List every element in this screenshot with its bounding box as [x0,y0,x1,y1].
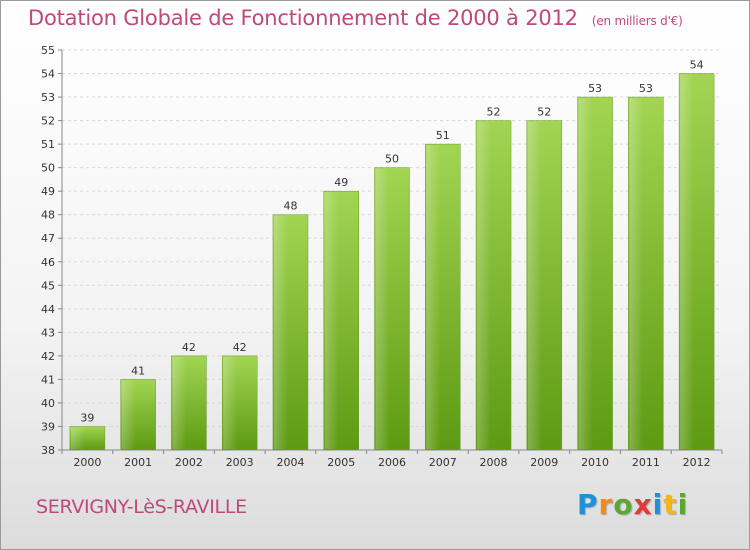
x-tick-label: 2007 [429,456,457,469]
y-tick-label: 48 [41,209,55,222]
y-tick-label: 52 [41,115,55,128]
bar-highlight [375,168,390,449]
x-tick-label: 2008 [480,456,508,469]
y-tick-label: 47 [41,232,55,245]
x-tick-label: 2003 [226,456,254,469]
y-tick-label: 50 [41,162,55,175]
logo-letter: r [598,488,614,521]
chart-title: Dotation Globale de Fonctionnement de 20… [28,6,683,30]
x-tick-label: 2004 [276,456,304,469]
data-label: 39 [80,411,94,424]
bar-highlight [578,98,593,449]
x-axis: 2000 2001 2002 2003 2004 2005 2006 2007 2008 2009… [61,449,723,469]
y-tick-label: 49 [41,185,55,198]
y-tick-label: 40 [41,397,55,410]
y-tick-label: 39 [41,420,55,433]
logo-letter: i [652,488,664,521]
bar-highlight [324,192,339,450]
bar-highlight [273,215,288,449]
logo-letter: P [577,488,599,521]
chart-title-text: Dotation Globale de Fonctionnement de 20… [28,6,578,30]
y-tick-label: 43 [41,326,55,339]
x-tick-label: 2009 [530,456,558,469]
y-tick-label: 53 [41,91,55,104]
bar-highlight [680,74,695,449]
y-tick-label: 38 [41,444,55,457]
data-label: 42 [182,341,196,354]
bar-highlight [426,145,441,449]
proxiti-logo[interactable]: Proxiti [577,488,688,521]
data-label: 42 [233,341,247,354]
logo-letter: i [677,488,689,521]
x-tick-label: 2011 [632,456,660,469]
logo-letter: t [663,488,678,521]
chart-subtitle: (en milliers d'€) [591,14,683,28]
logo-letter: x [633,488,653,521]
x-tick-label: 2002 [175,456,203,469]
data-label: 48 [283,200,297,213]
y-tick-label: 44 [41,303,55,316]
y-tick-label: 54 [41,68,55,81]
data-label: 54 [690,59,704,72]
data-label: 51 [436,129,450,142]
y-tick-label: 41 [41,373,55,386]
x-tick-label: 2000 [73,456,101,469]
bar-highlight [629,98,644,449]
bar-highlight [527,121,542,450]
commune-name: SERVIGNY-LèS-RAVILLE [36,496,247,518]
data-label: 53 [639,82,653,95]
x-tick-label: 2001 [124,456,152,469]
x-tick-label: 2012 [683,456,711,469]
bar-highlight [223,356,238,449]
y-axis: 38 39 40 41 42 43 44 45 46 47 48 49 50 51 52 53 54 55 [41,44,63,457]
y-tick-label: 55 [41,44,55,57]
y-tick-label: 46 [41,256,55,269]
data-label: 52 [487,106,501,119]
x-tick-label: 2010 [581,456,609,469]
data-label: 49 [334,176,348,189]
data-label: 50 [385,153,399,166]
data-label: 41 [131,364,145,377]
x-tick-label: 2006 [378,456,406,469]
bar-highlight [70,427,85,449]
bar-highlight [477,121,492,450]
data-label: 53 [588,82,602,95]
y-tick-label: 45 [41,279,55,292]
bar-highlight [172,356,187,449]
y-tick-label: 51 [41,138,55,151]
data-label: 52 [537,106,551,119]
logo-letter: o [613,488,634,521]
x-tick-label: 2005 [327,456,355,469]
bars: 39 41 42 42 48 49 50 51 52 52 53 53 54 [69,59,715,451]
y-tick-label: 42 [41,350,55,363]
bar-highlight [121,380,136,449]
